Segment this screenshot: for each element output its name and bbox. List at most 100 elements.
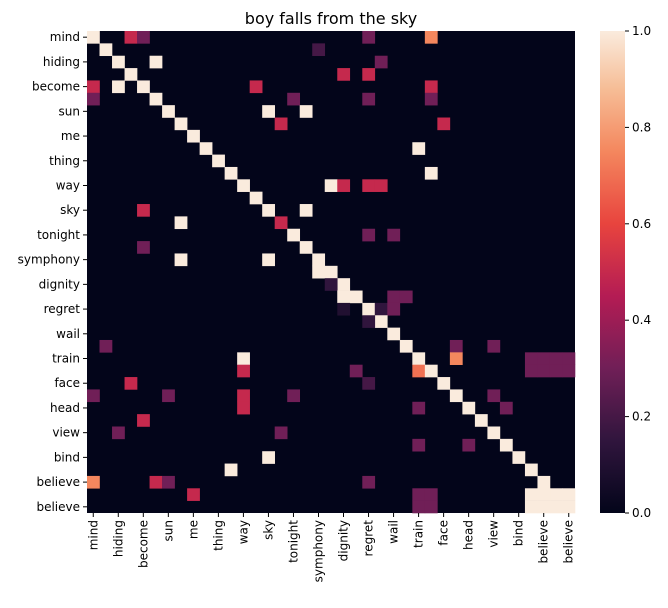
heatmap-cell — [524, 500, 538, 514]
heatmap-cell — [512, 451, 526, 464]
heatmap-cell — [312, 253, 326, 267]
y-tick-label: mind — [50, 30, 80, 44]
heatmap-cell — [337, 68, 351, 81]
heatmap-cell — [174, 253, 188, 267]
colorbar-tick-label: 0.4 — [632, 313, 651, 327]
heatmap-cell — [437, 117, 451, 131]
heatmap-cell — [424, 364, 438, 378]
heatmap-cell — [99, 43, 113, 57]
x-tick-label: head — [462, 520, 476, 550]
y-tick-label: believe — [36, 500, 80, 514]
x-tick-label: face — [437, 520, 451, 546]
heatmap-cell — [562, 352, 576, 365]
x-tick-label: tonight — [286, 520, 300, 563]
heatmap-cell — [287, 389, 301, 403]
heatmap-cell — [387, 290, 401, 304]
y-axis-ticks: mind hiding become sun me thing way sky tonight s… — [18, 30, 87, 514]
y-tick-label: tonight — [37, 228, 80, 242]
x-tick-label: view — [487, 520, 501, 548]
heatmap-cell — [87, 389, 100, 403]
heatmap-cell — [337, 302, 351, 316]
heatmap-cell — [424, 92, 438, 106]
heatmap-cell — [237, 179, 250, 192]
heatmap-cell — [362, 68, 376, 81]
heatmap-cell — [162, 105, 175, 118]
heatmap-cell — [537, 364, 551, 378]
heatmap-cell — [137, 414, 150, 427]
heatmap-cell — [362, 228, 376, 242]
heatmap-cell — [412, 438, 426, 452]
heatmap-cell — [474, 414, 488, 427]
heatmap-cell — [87, 31, 100, 44]
heatmap-cell — [299, 105, 313, 118]
heatmap-cell — [387, 228, 401, 242]
x-tick-label: regret — [362, 520, 376, 557]
heatmap-cell — [237, 401, 250, 415]
heatmap-cell — [362, 302, 376, 316]
heatmap-cell — [437, 377, 451, 390]
heatmap-cell — [287, 228, 301, 242]
heatmap-cell — [374, 179, 388, 192]
heatmap-cell — [224, 463, 238, 477]
y-tick-label: wail — [56, 327, 80, 341]
heatmap-cell — [462, 401, 476, 415]
heatmap-cell — [549, 500, 563, 514]
heatmap-cell — [337, 278, 351, 291]
heatmap-cell — [137, 241, 150, 254]
heatmap-cell — [262, 451, 275, 464]
x-tick-label: believe — [562, 520, 576, 564]
heatmap-cell — [237, 352, 250, 365]
colorbar — [600, 31, 625, 513]
heatmap-cell — [262, 204, 275, 217]
heatmap-cell — [337, 179, 351, 192]
heatmap-cell — [374, 315, 388, 328]
heatmap-cell — [312, 43, 326, 57]
y-tick-label: train — [52, 352, 80, 366]
x-tick-label: symphony — [311, 520, 325, 582]
heatmap-cell — [274, 117, 288, 131]
y-tick-label: become — [32, 80, 80, 94]
heatmap-cell — [462, 438, 476, 452]
heatmap-cell — [112, 55, 125, 69]
heatmap-cell — [424, 166, 438, 180]
heatmap-cell — [362, 475, 376, 489]
colorbar-tick-label: 0.6 — [632, 217, 651, 231]
x-tick-label: train — [412, 520, 426, 548]
heatmap-cell — [87, 80, 100, 94]
y-tick-label: symphony — [18, 253, 80, 267]
heatmap-cell — [162, 389, 175, 403]
heatmap-cell — [299, 241, 313, 254]
colorbar-tick-label: 0.0 — [632, 506, 651, 520]
y-tick-label: view — [52, 426, 80, 440]
heatmap-cell — [537, 488, 551, 501]
heatmap-cell — [549, 352, 563, 365]
heatmap-cell — [487, 426, 501, 440]
heatmap-cell — [412, 142, 426, 155]
heatmap-cell — [387, 302, 401, 316]
heatmap-cell — [374, 302, 388, 316]
y-tick-label: regret — [44, 302, 81, 316]
heatmap-cell — [174, 117, 188, 131]
heatmap-cell — [424, 31, 438, 44]
colorbar-tick-label: 1.0 — [632, 24, 651, 38]
x-tick-label: mind — [86, 520, 100, 550]
heatmap-cell — [449, 352, 463, 365]
y-tick-label: hiding — [43, 55, 80, 69]
heatmap-cell — [349, 290, 363, 304]
x-tick-label: bind — [512, 520, 526, 546]
heatmap-cell — [249, 80, 263, 94]
x-tick-label: sun — [161, 520, 175, 541]
heatmap-cell — [274, 216, 288, 230]
heatmap-cell — [412, 500, 426, 514]
heatmap-cells — [87, 31, 576, 514]
heatmap-cell — [362, 92, 376, 106]
heatmap-cell — [412, 364, 426, 378]
heatmap-cell — [562, 364, 576, 378]
y-tick-label: face — [54, 376, 80, 390]
heatmap-cell — [537, 475, 551, 489]
y-tick-label: dignity — [39, 277, 80, 291]
colorbar-ticks: 0.0 0.2 0.4 0.6 0.8 1.0 — [625, 24, 651, 520]
heatmap-cell — [299, 204, 313, 217]
heatmap-cell — [399, 290, 413, 304]
heatmap-cell — [412, 352, 426, 365]
